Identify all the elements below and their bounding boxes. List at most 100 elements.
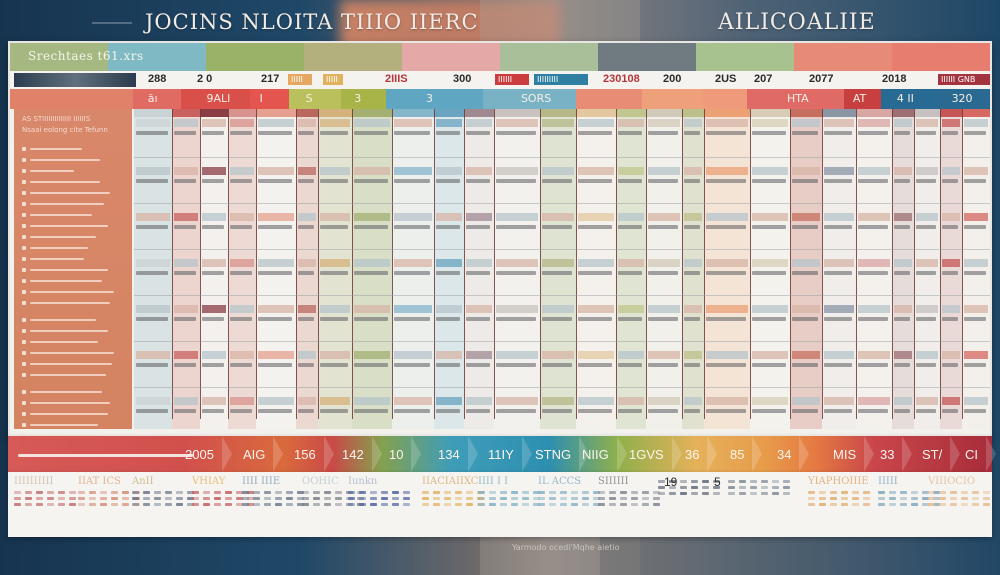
chevron-right-icon — [273, 436, 284, 472]
sidebar-item — [22, 253, 124, 264]
day-cell — [36, 491, 43, 494]
category-cell: 4 II — [880, 89, 932, 109]
column-divider — [352, 109, 353, 419]
mini-calendar-days — [242, 491, 305, 506]
mini-calendar-title: IL ACCS — [538, 476, 582, 487]
mini-calendar: IIACIAIIXC — [422, 476, 485, 532]
day-cell — [889, 503, 896, 506]
column-header-strip — [352, 109, 392, 117]
cell-text — [542, 225, 572, 229]
cell-text — [466, 409, 490, 413]
cell-heading — [202, 351, 226, 359]
mini-calendar-days — [598, 491, 661, 506]
day-cell — [335, 491, 342, 494]
cell-text — [894, 225, 910, 229]
day-cell — [478, 491, 485, 494]
cell-text — [202, 271, 224, 275]
chevron-right-icon — [707, 436, 718, 472]
day-cell — [620, 497, 627, 500]
cell-heading — [964, 259, 988, 267]
day-cell — [511, 503, 518, 506]
category-label: SORS — [520, 92, 552, 105]
mini-calendar-number: 5 — [714, 475, 721, 489]
day-cell — [522, 503, 529, 506]
cell-text — [174, 409, 196, 413]
day-cell — [658, 480, 665, 483]
cell-heading — [824, 167, 854, 175]
cell-text — [792, 179, 818, 183]
category-cell: AT — [843, 89, 881, 109]
cell-text — [578, 317, 612, 321]
day-cell — [359, 491, 366, 494]
bullet-icon — [22, 157, 26, 162]
day-cell — [25, 491, 32, 494]
day-cell — [253, 491, 260, 494]
category-label: 320 — [951, 92, 973, 105]
cell-heading — [258, 351, 294, 359]
cell-heading — [858, 213, 890, 221]
cell-text — [942, 225, 958, 229]
day-cell — [392, 503, 399, 506]
category-cell — [576, 89, 643, 109]
column-header-strip — [494, 109, 540, 117]
cell-heading — [136, 305, 170, 313]
timeline-label: NIIG — [582, 446, 609, 462]
category-cell: HTA — [747, 89, 844, 109]
cell-heading — [174, 305, 198, 313]
sidebar-item — [22, 198, 124, 209]
mini-calendar: AnII — [132, 476, 195, 532]
cell-heading — [684, 167, 702, 175]
cell-text — [202, 225, 224, 229]
cell-text — [916, 179, 936, 183]
cell-text — [202, 179, 224, 183]
year-label: 300 — [453, 73, 472, 85]
column-header-strip — [464, 109, 494, 117]
mini-calendar: VHIAY — [192, 476, 255, 532]
cell-text — [752, 225, 786, 229]
mini-calendar — [658, 476, 721, 532]
column-header-strip — [940, 109, 962, 117]
cell-heading — [320, 351, 350, 359]
day-cell — [422, 503, 429, 506]
cell-heading — [394, 119, 432, 127]
day-cell — [830, 497, 837, 500]
day-cell — [691, 486, 698, 489]
cell-heading — [706, 213, 748, 221]
cell-heading — [136, 167, 170, 175]
cell-heading — [258, 213, 294, 221]
mini-calendar-days — [728, 480, 791, 495]
column-divider — [616, 109, 617, 419]
day-cell — [939, 503, 946, 506]
color-band-segment — [10, 43, 108, 71]
cell-heading — [298, 351, 316, 359]
chevron-right-icon — [467, 436, 478, 472]
row-divider — [134, 387, 990, 388]
cell-text — [394, 225, 430, 229]
schedule-column — [434, 109, 464, 429]
mini-calendar-title: IIACIAIIXC — [422, 476, 479, 487]
sidebar-item-text — [30, 434, 98, 437]
cell-heading — [964, 351, 988, 359]
sidebar-item — [22, 297, 124, 308]
cell-heading — [298, 167, 316, 175]
cell-text — [320, 225, 348, 229]
cell-text — [298, 179, 314, 183]
cell-text — [258, 363, 292, 367]
day-cell — [852, 497, 859, 500]
cell-heading — [136, 119, 170, 127]
row-divider — [134, 157, 990, 158]
day-cell — [922, 491, 929, 494]
cell-text — [496, 271, 536, 275]
column-divider — [434, 109, 435, 419]
schedule-column — [616, 109, 646, 429]
timeline-segment: 34 — [777, 436, 810, 472]
schedule-column — [892, 109, 914, 429]
day-cell — [878, 491, 885, 494]
column-header-strip — [892, 109, 914, 117]
day-cell — [761, 486, 768, 489]
row-divider — [134, 203, 990, 204]
cell-heading — [258, 259, 294, 267]
timeline-segment: 142 — [342, 436, 382, 472]
mini-calendar-days — [132, 491, 195, 506]
day-cell — [122, 497, 129, 500]
